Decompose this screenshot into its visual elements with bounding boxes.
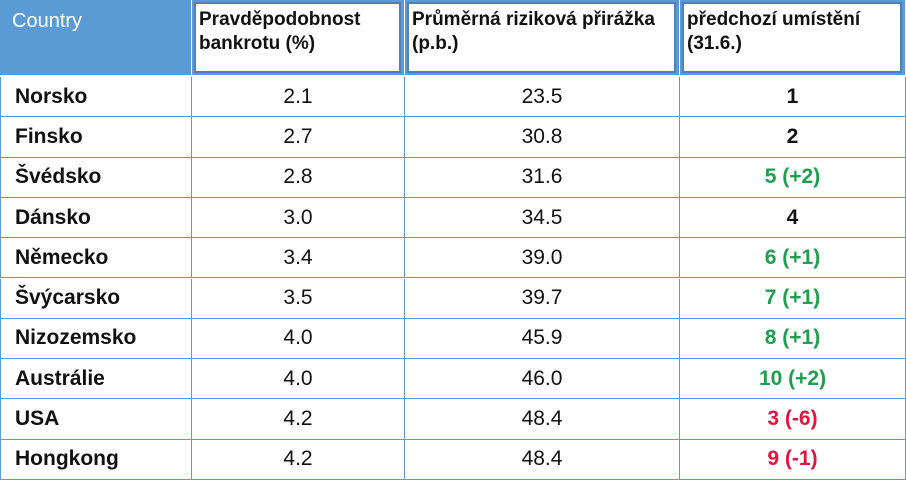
header-cell: Country <box>0 0 192 75</box>
value-cell: 10 (+2) <box>680 359 906 400</box>
header-label: předchozí umístění (31.6.) <box>682 2 902 73</box>
country-cell: Austrálie <box>0 359 192 400</box>
value-cell: 34.5 <box>405 197 680 239</box>
value-cell: 2.7 <box>192 117 405 158</box>
value-cell: 3.5 <box>192 278 405 319</box>
value-cell: 48.4 <box>405 399 680 440</box>
country-cell: Švédsko <box>0 157 192 198</box>
value-cell: 48.4 <box>405 439 680 480</box>
country-cell: Švýcarsko <box>0 278 192 319</box>
country-cell: Norsko <box>0 77 192 118</box>
value-cell: 2.1 <box>192 77 405 118</box>
value-cell: 3 (-6) <box>680 399 906 440</box>
country-cell: Hongkong <box>0 439 192 480</box>
value-cell: 9 (-1) <box>680 439 906 480</box>
value-cell: 4.0 <box>192 318 405 360</box>
header-label: Průměrná riziková přirážka (p.b.) <box>407 2 676 73</box>
value-cell: 39.7 <box>405 278 680 319</box>
value-cell: 3.0 <box>192 197 405 239</box>
value-cell: 4 <box>680 197 906 239</box>
value-cell: 45.9 <box>405 318 680 360</box>
country-cell: Nizozemsko <box>0 318 192 360</box>
value-cell: 4.2 <box>192 439 405 480</box>
country-cell: Dánsko <box>0 197 192 239</box>
country-cell: Německo <box>0 238 192 279</box>
value-cell: 2 <box>680 117 906 158</box>
country-cell: USA <box>0 399 192 440</box>
value-cell: 6 (+1) <box>680 238 906 279</box>
value-cell: 4.0 <box>192 359 405 400</box>
value-cell: 7 (+1) <box>680 278 906 319</box>
country-cell: Finsko <box>0 117 192 158</box>
value-cell: 5 (+2) <box>680 157 906 198</box>
header-label: Pravděpodobnost bankrotu (%) <box>194 2 401 73</box>
value-cell: 1 <box>680 77 906 118</box>
value-cell: 23.5 <box>405 77 680 118</box>
header-cell: Průměrná riziková přirážka (p.b.) <box>405 0 680 75</box>
value-cell: 3.4 <box>192 238 405 279</box>
value-cell: 30.8 <box>405 117 680 158</box>
value-cell: 31.6 <box>405 157 680 198</box>
value-cell: 2.8 <box>192 157 405 198</box>
value-cell: 46.0 <box>405 359 680 400</box>
value-cell: 4.2 <box>192 399 405 440</box>
header-cell: předchozí umístění (31.6.) <box>680 0 906 75</box>
value-cell: 8 (+1) <box>680 318 906 360</box>
value-cell: 39.0 <box>405 238 680 279</box>
header-cell: Pravděpodobnost bankrotu (%) <box>192 0 405 75</box>
